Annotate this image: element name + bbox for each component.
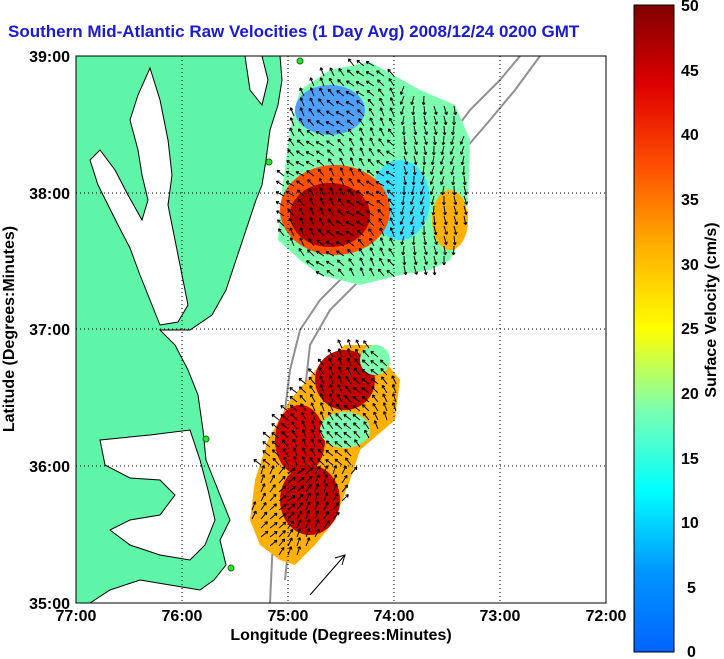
colorbar-tick: 50	[681, 0, 699, 15]
colorbar-tick: 5	[687, 580, 696, 597]
y-axis-label: Latitude (Degrees:Minutes)	[1, 226, 18, 432]
colorbar-tick: 10	[681, 515, 699, 532]
x-tick-label: 75:00	[268, 608, 309, 625]
x-axis: 77:00 76:00 75:00 74:00 73:00 72:00 Long…	[56, 608, 627, 644]
colorbar-tick: 35	[681, 192, 699, 209]
x-axis-label: Longitude (Degrees:Minutes)	[230, 627, 451, 644]
pamlico-sound	[99, 429, 216, 561]
colorbar-tick: 0	[687, 644, 696, 659]
x-tick-label: 73:00	[480, 608, 521, 625]
colorbar-tick: 40	[681, 127, 699, 144]
x-tick-label: 76:00	[162, 608, 203, 625]
colorbar-tick: 20	[681, 386, 699, 403]
chesapeake-bay	[89, 66, 189, 326]
plot-frame	[75, 55, 607, 604]
radar-sites	[202, 57, 304, 572]
colorbar-tick: 15	[681, 451, 699, 468]
x-tick-label: 72:00	[586, 608, 627, 625]
x-tick-label: 74:00	[374, 608, 415, 625]
y-axis: 39:00 38:00 37:00 36:00 35:00 Latitude (…	[1, 49, 70, 613]
y-tick-label: 37:00	[29, 322, 70, 339]
reference-vector-head	[334, 554, 346, 566]
grid	[76, 56, 606, 603]
delaware-bay	[244, 56, 269, 107]
colorbar-tick: 30	[681, 257, 699, 274]
y-tick-label: 38:00	[29, 186, 70, 203]
colorbar-label: Surface Velocity (cm/s)	[703, 222, 720, 397]
x-tick-label: 77:00	[56, 608, 97, 625]
y-tick-label: 35:00	[29, 596, 70, 613]
colorbar-scale	[633, 4, 675, 653]
colorbar: 50 45 40 35 30 25 20 15 10 5 0 Surface V…	[633, 0, 720, 659]
colorbar-tick: 25	[681, 321, 699, 338]
y-tick-label: 36:00	[29, 459, 70, 476]
map-title: Southern Mid-Atlantic Raw Velocities (1 …	[8, 22, 580, 41]
velocity-vectors	[251, 58, 468, 556]
colorbar-tick: 45	[681, 63, 699, 80]
reference-vector	[309, 554, 346, 596]
y-tick-label: 39:00	[29, 49, 70, 66]
